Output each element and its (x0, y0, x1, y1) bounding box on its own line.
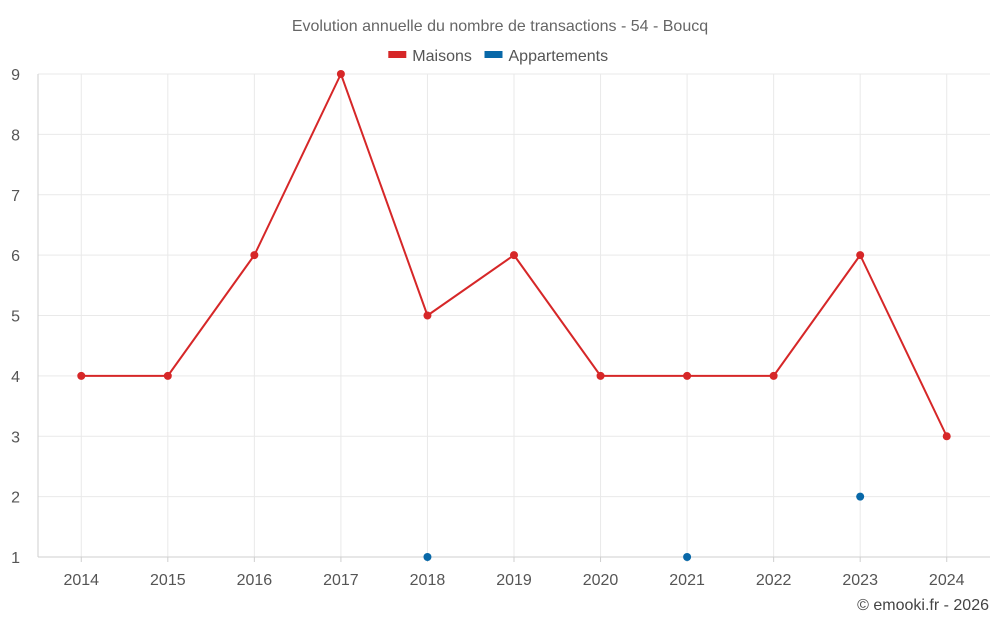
grid (38, 73, 990, 557)
y-tick-label: 8 (11, 127, 20, 144)
x-tick-label: 2017 (323, 572, 359, 589)
series-layer (77, 70, 951, 561)
y-tick-label: 5 (11, 309, 20, 326)
x-tick-label: 2018 (410, 572, 446, 589)
data-point-maisons (163, 371, 172, 380)
legend-item-maisons: Maisons (388, 48, 472, 65)
y-tick-label: 6 (11, 248, 20, 265)
credit-text: © emooki.fr - 2026 (857, 597, 989, 614)
y-axis-ticks: 1 2 3 4 5 6 7 8 9 (11, 67, 20, 567)
y-tick-label: 9 (11, 67, 20, 84)
x-tick-label: 2024 (929, 572, 965, 589)
y-tick-label: 1 (11, 550, 20, 567)
legend-swatch-maisons (388, 51, 407, 58)
data-point-appartements (683, 553, 692, 561)
axes (37, 74, 990, 562)
data-point-maisons (510, 251, 518, 260)
chart-title: Evolution annuelle du nombre de transact… (292, 18, 708, 35)
data-point-appartements (856, 492, 865, 501)
y-tick-label: 3 (11, 429, 20, 446)
x-axis-ticks: 2014 2015 2016 2017 2018 2019 2020 2021 2022 2023… (63, 572, 964, 589)
series-maisons (77, 70, 951, 441)
x-tick-label: 2019 (496, 572, 532, 589)
data-point-maisons (942, 432, 951, 441)
legend-label-maisons: Maisons (412, 48, 472, 65)
series-appartements (423, 492, 865, 561)
x-tick-label: 2023 (842, 572, 878, 589)
data-point-appartements (423, 553, 432, 561)
data-point-maisons (683, 371, 692, 380)
data-point-maisons (77, 371, 86, 380)
x-tick-label: 2022 (756, 572, 792, 589)
x-tick-label: 2014 (63, 572, 99, 589)
data-point-maisons (856, 251, 865, 260)
data-point-maisons (423, 311, 432, 320)
y-tick-label: 7 (11, 188, 20, 205)
x-tick-label: 2015 (150, 572, 186, 589)
x-tick-label: 2021 (669, 572, 705, 589)
x-tick-label: 2020 (583, 572, 619, 589)
legend-label-appartements: Appartements (509, 48, 609, 65)
data-point-maisons (596, 371, 605, 380)
data-point-maisons (336, 70, 345, 78)
legend-item-appartements: Appartements (484, 48, 609, 65)
data-point-maisons (769, 371, 778, 380)
x-tick-label: 2016 (237, 572, 273, 589)
y-tick-label: 4 (11, 369, 20, 386)
y-tick-label: 2 (11, 490, 20, 507)
legend: Maisons Appartements (388, 48, 608, 65)
data-point-maisons (250, 251, 259, 260)
legend-swatch-appartements (484, 51, 503, 58)
